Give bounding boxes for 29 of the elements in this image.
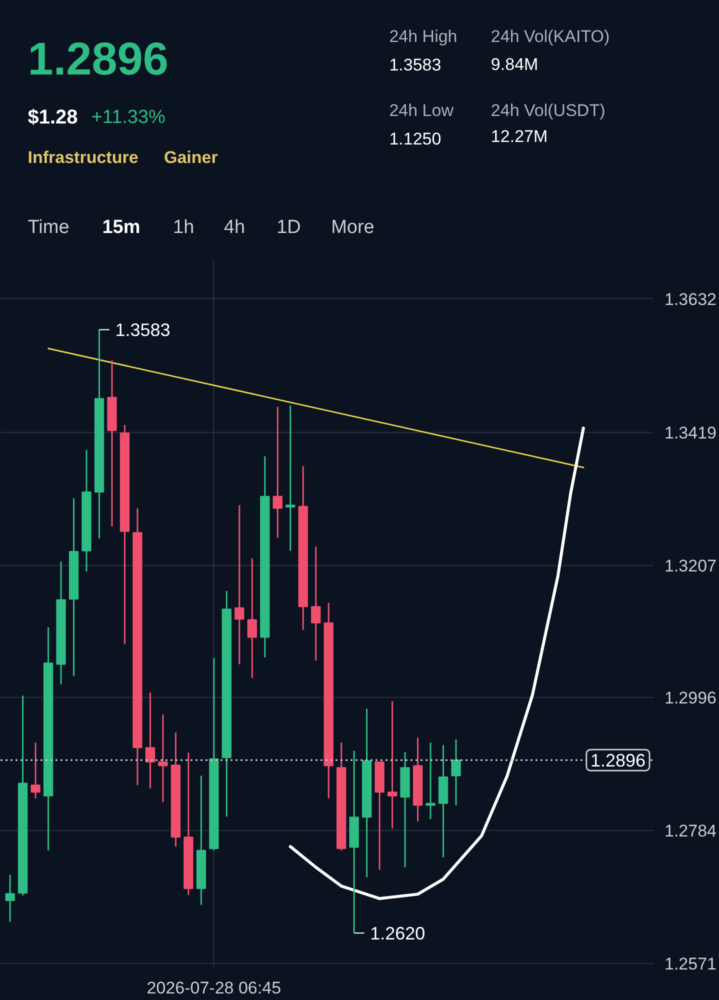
annotation: 1.3583 xyxy=(115,320,170,340)
text: 4h xyxy=(224,217,246,238)
text: More xyxy=(331,217,374,238)
text: 1.2896 xyxy=(28,32,168,84)
text: Gainer xyxy=(164,148,218,167)
text: 24h Vol(KAITO) xyxy=(490,27,610,46)
text: Time xyxy=(28,217,70,238)
text: 1h xyxy=(173,217,194,238)
y-tick-label: 1.2996 xyxy=(664,688,716,708)
y-tick-label: 1.2784 xyxy=(664,821,716,840)
text: 9.84M xyxy=(490,55,538,74)
y-tick-label: 1.3419 xyxy=(664,423,716,442)
text: Infrastructure xyxy=(28,148,138,167)
text: 1.1250 xyxy=(389,130,442,148)
y-tick-label: 1.3207 xyxy=(664,556,716,576)
x-tick-label: 2026-07-28 06:45 xyxy=(146,978,282,998)
text: 1D xyxy=(276,217,301,238)
text: 12.27M xyxy=(490,127,548,146)
text: 1.3583 xyxy=(389,56,442,74)
y-tick-label: 1.3632 xyxy=(664,290,716,309)
y-tick-label: 1.2571 xyxy=(664,954,716,974)
text: 24h Low xyxy=(389,101,454,120)
text: 15m xyxy=(102,217,140,238)
text: $1.28 xyxy=(28,106,78,128)
ref-line-label: 1.2896 xyxy=(590,750,646,771)
text: +11.33% xyxy=(91,107,166,128)
text: 24h Vol(USDT) xyxy=(490,101,606,120)
text: 24h High xyxy=(389,27,458,46)
annotation: 1.2620 xyxy=(370,924,426,944)
